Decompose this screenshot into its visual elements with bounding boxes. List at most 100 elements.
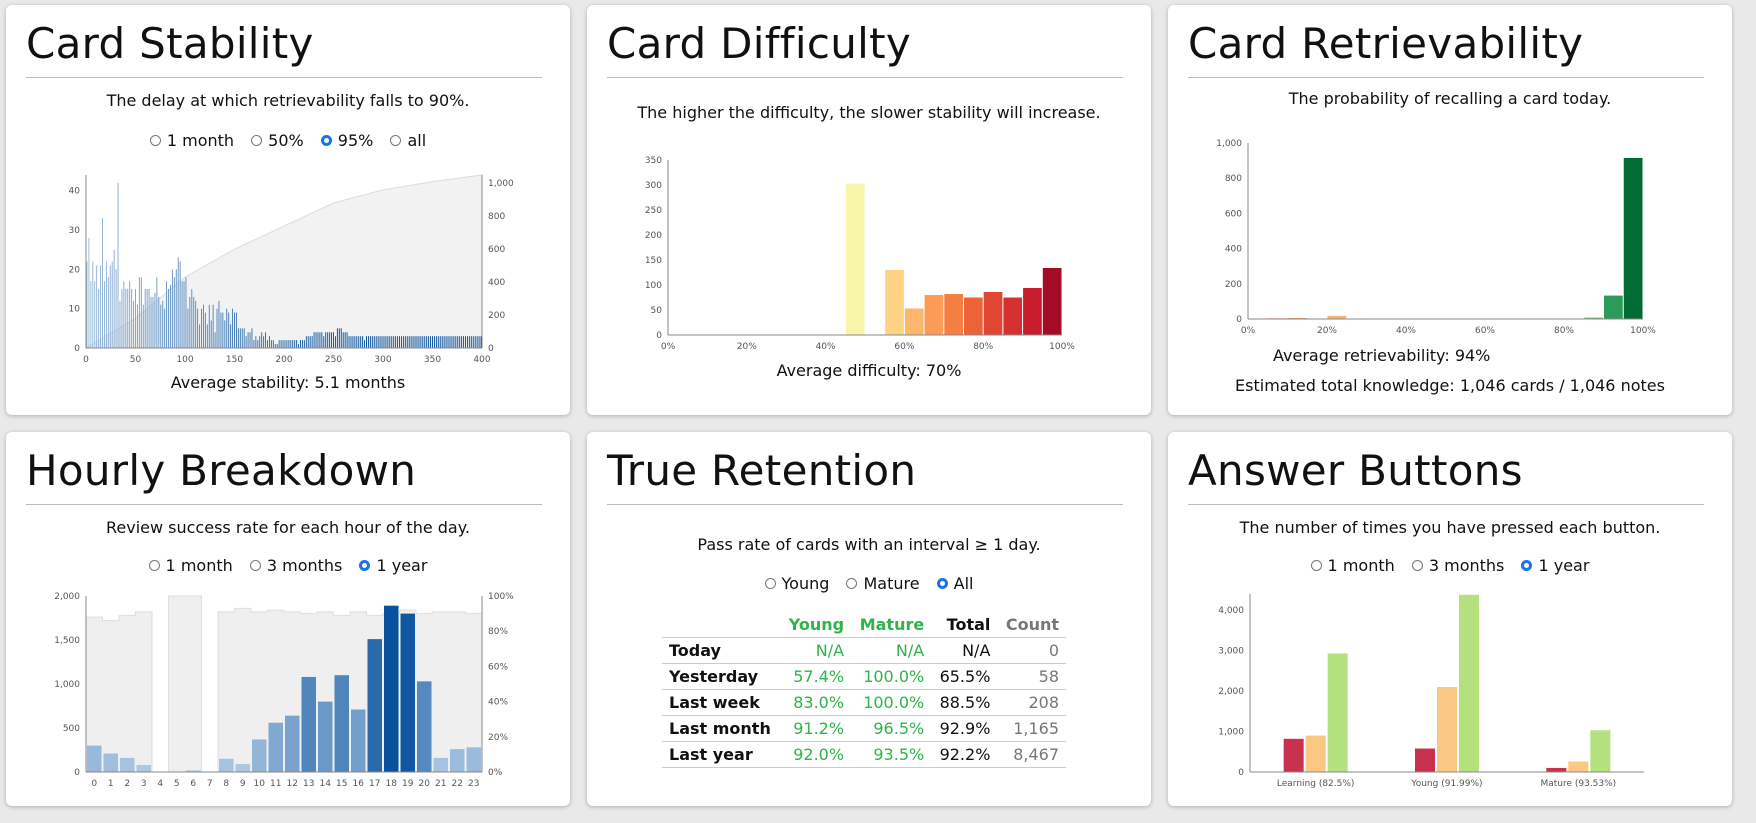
y-tick-label: 2,000 <box>54 592 80 602</box>
header-count: Count <box>1005 615 1059 634</box>
stability-bar <box>105 261 107 348</box>
stability-bar <box>113 249 115 348</box>
hourly-radio-2[interactable]: 3 months <box>249 556 342 575</box>
stability-bar <box>94 281 96 348</box>
cell-young: 83.0% <box>780 689 852 716</box>
stability-bar <box>437 336 439 348</box>
stability-bar <box>212 304 214 348</box>
y-tick-label: 250 <box>645 206 662 216</box>
cell-young: 92.0% <box>780 741 852 768</box>
stability-radio-2[interactable]: 50% <box>251 131 304 150</box>
y2-tick-label: 100% <box>488 592 514 602</box>
hourly-bar <box>318 701 333 772</box>
stability-bar <box>86 261 88 348</box>
answer-bar <box>1415 748 1435 772</box>
y-tick-label: 0 <box>1238 768 1244 778</box>
stability-bar <box>373 336 375 348</box>
stability-bar <box>321 332 323 348</box>
stability-bar <box>402 336 404 348</box>
radio-circle-icon <box>846 578 858 589</box>
stability-bar <box>393 336 395 348</box>
retrievability-bar <box>1623 157 1643 319</box>
stability-bar <box>424 336 426 348</box>
stability-bar <box>169 285 171 348</box>
x-tick-label: 7 <box>207 779 213 789</box>
radio-circle-icon <box>764 578 776 589</box>
table-row: Last year 92.0% 93.5% 92.2% 8,467 <box>662 741 1066 768</box>
stability-bar <box>109 265 111 348</box>
stability-bar <box>319 332 321 348</box>
cell-total: 92.9% <box>931 715 998 742</box>
cell-young: N/A <box>780 637 852 664</box>
x-tick-label: 20 <box>419 779 431 789</box>
retrievability-title: Card Retrievability <box>1188 19 1584 68</box>
stability-bar <box>214 332 216 348</box>
hourly-bar <box>351 709 366 772</box>
answer-bar <box>1590 730 1611 772</box>
x-tick-label: 17 <box>369 779 380 789</box>
stability-bar <box>107 277 109 348</box>
radio-label: 50% <box>268 131 304 150</box>
cell-mature: 100.0% <box>851 663 932 690</box>
retrievability-knowledge: Estimated total knowledge: 1,046 cards /… <box>1235 376 1665 395</box>
stability-bar <box>329 332 331 348</box>
stability-bar <box>158 296 160 348</box>
cell-total: N/A <box>931 637 998 664</box>
retention-radio-mature[interactable]: Mature <box>846 574 920 593</box>
success-rate-area <box>217 607 483 773</box>
stability-bar <box>103 281 105 348</box>
y-tick-label: 1,000 <box>54 680 80 690</box>
stability-bar <box>344 332 346 348</box>
radio-circle-icon <box>1310 560 1322 571</box>
stability-bar <box>150 296 152 348</box>
stability-bar <box>449 336 451 348</box>
stability-bar <box>399 336 400 348</box>
stability-bar <box>115 269 117 348</box>
hourly-bar <box>103 753 118 772</box>
x-tick-label: 0% <box>1241 326 1256 336</box>
stability-bar <box>340 328 342 348</box>
stability-card: Card Stability The delay at which retrie… <box>6 5 570 415</box>
hourly-radio-3[interactable]: 1 year <box>359 556 427 575</box>
stability-bar <box>241 328 243 348</box>
buttons-radio-3[interactable]: 1 year <box>1521 556 1589 575</box>
stability-radio-1[interactable]: 1 month <box>149 131 234 150</box>
stability-radio-3[interactable]: 95% <box>320 131 373 150</box>
stability-bar <box>146 289 148 348</box>
stability-radio-4[interactable]: all <box>390 131 426 150</box>
stability-bar <box>327 332 329 348</box>
stability-bar <box>443 336 445 348</box>
stability-bar <box>309 336 311 348</box>
x-tick-label: 250 <box>325 355 342 365</box>
stability-bar <box>247 332 249 348</box>
retention-radio-young[interactable]: Young <box>764 574 829 593</box>
stability-bar <box>288 340 290 348</box>
row-label: Last month <box>662 715 781 742</box>
difficulty-bar <box>885 270 904 335</box>
hourly-chart: 0 1 2 3 4 5 6 7 8 9 10 11 12 13 14 15 16 17 18 19 20 21 22 2305… <box>54 592 514 789</box>
stability-bar <box>136 304 138 348</box>
stability-bar <box>284 340 286 348</box>
stability-bar <box>457 336 459 348</box>
buttons-radio-1[interactable]: 1 month <box>1310 556 1395 575</box>
stability-bar <box>201 308 202 348</box>
x-tick-label: 60% <box>1475 326 1495 336</box>
hourly-radio-1[interactable]: 1 month <box>148 556 233 575</box>
answer-bar <box>1568 761 1589 772</box>
retention-radio-all[interactable]: All <box>936 574 974 593</box>
stability-bar <box>119 300 121 348</box>
stability-chart: 0 50 100 150 200 250 300 350 4000102030400200400… <box>69 174 514 365</box>
buttons-radio-2[interactable]: 3 months <box>1411 556 1504 575</box>
stability-bar <box>364 340 366 348</box>
stability-bar <box>300 340 301 348</box>
y-tick-label: 20 <box>69 265 81 275</box>
header-mature: Mature <box>859 615 925 634</box>
stability-bar <box>352 336 354 348</box>
hourly-bar <box>367 639 382 772</box>
stability-bar <box>255 336 257 348</box>
stability-bar <box>162 300 164 348</box>
stability-bar <box>125 289 127 348</box>
y-tick-label: 350 <box>645 156 662 166</box>
stability-bar <box>206 324 208 348</box>
stability-bar <box>253 340 255 348</box>
